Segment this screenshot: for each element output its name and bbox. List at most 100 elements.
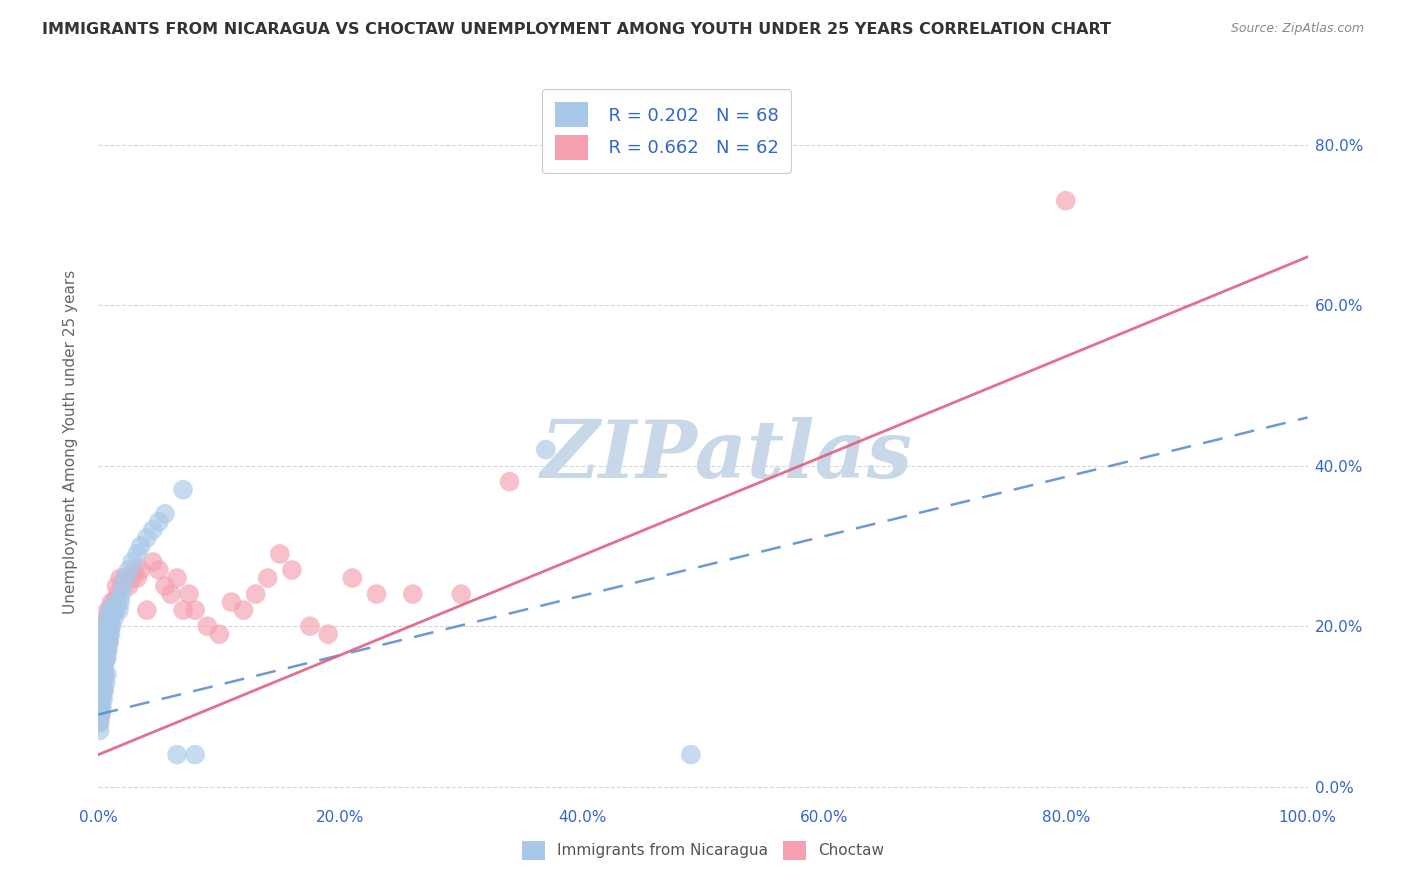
Point	[105, 579, 128, 593]
Point	[96, 643, 118, 657]
Point	[316, 627, 339, 641]
Point	[97, 603, 120, 617]
Point	[91, 675, 114, 690]
Point	[111, 579, 134, 593]
Point	[160, 587, 183, 601]
Point	[89, 699, 111, 714]
Point	[91, 651, 114, 665]
Point	[118, 563, 141, 577]
Point	[96, 651, 118, 665]
Point	[142, 523, 165, 537]
Point	[195, 619, 218, 633]
Point	[93, 683, 115, 698]
Point	[90, 683, 112, 698]
Point	[93, 667, 115, 681]
Point	[153, 507, 176, 521]
Point	[91, 643, 114, 657]
Point	[90, 675, 112, 690]
Point	[107, 587, 129, 601]
Point	[91, 691, 114, 706]
Point	[94, 651, 117, 665]
Point	[97, 611, 120, 625]
Point	[129, 563, 152, 577]
Point	[91, 659, 114, 673]
Point	[91, 699, 114, 714]
Point	[94, 643, 117, 657]
Point	[100, 595, 122, 609]
Point	[91, 683, 114, 698]
Point	[103, 611, 125, 625]
Point	[90, 659, 112, 673]
Point	[172, 603, 194, 617]
Point	[121, 555, 143, 569]
Legend: Immigrants from Nicaragua, Choctaw: Immigrants from Nicaragua, Choctaw	[515, 833, 891, 867]
Point	[107, 595, 129, 609]
Point	[342, 571, 364, 585]
Point	[97, 643, 120, 657]
Point	[91, 651, 114, 665]
Point	[96, 619, 118, 633]
Y-axis label: Unemployment Among Youth under 25 years: Unemployment Among Youth under 25 years	[63, 269, 77, 614]
Point	[100, 619, 122, 633]
Point	[114, 571, 136, 585]
Point	[100, 603, 122, 617]
Point	[281, 563, 304, 577]
Point	[100, 619, 122, 633]
Point	[232, 603, 254, 617]
Point	[127, 571, 149, 585]
Point	[93, 635, 115, 649]
Point	[366, 587, 388, 601]
Point	[100, 627, 122, 641]
Point	[98, 627, 121, 641]
Point	[90, 707, 112, 722]
Point	[89, 715, 111, 730]
Point	[184, 603, 207, 617]
Point	[97, 635, 120, 649]
Point	[148, 563, 170, 577]
Point	[101, 603, 124, 617]
Point	[108, 595, 131, 609]
Text: ZIPatlas: ZIPatlas	[541, 417, 914, 495]
Point	[100, 603, 122, 617]
Point	[101, 603, 124, 617]
Point	[110, 587, 132, 601]
Point	[98, 619, 121, 633]
Point	[96, 667, 118, 681]
Point	[179, 587, 201, 601]
Point	[450, 587, 472, 601]
Point	[89, 723, 111, 738]
Point	[89, 691, 111, 706]
Point	[100, 611, 122, 625]
Point	[111, 579, 134, 593]
Text: Source: ZipAtlas.com: Source: ZipAtlas.com	[1230, 22, 1364, 36]
Point	[94, 627, 117, 641]
Point	[256, 571, 278, 585]
Point	[89, 715, 111, 730]
Point	[89, 683, 111, 698]
Point	[269, 547, 291, 561]
Point	[1054, 194, 1077, 208]
Point	[91, 667, 114, 681]
Point	[148, 515, 170, 529]
Point	[135, 531, 157, 545]
Point	[91, 675, 114, 690]
Point	[108, 603, 131, 617]
Point	[90, 707, 112, 722]
Point	[124, 563, 146, 577]
Point	[108, 571, 131, 585]
Point	[129, 539, 152, 553]
Point	[93, 627, 115, 641]
Point	[103, 595, 125, 609]
Point	[96, 611, 118, 625]
Point	[91, 683, 114, 698]
Point	[105, 595, 128, 609]
Point	[93, 651, 115, 665]
Point	[172, 483, 194, 497]
Point	[89, 699, 111, 714]
Point	[118, 579, 141, 593]
Point	[89, 683, 111, 698]
Point	[127, 547, 149, 561]
Point	[98, 603, 121, 617]
Point	[208, 627, 231, 641]
Point	[96, 635, 118, 649]
